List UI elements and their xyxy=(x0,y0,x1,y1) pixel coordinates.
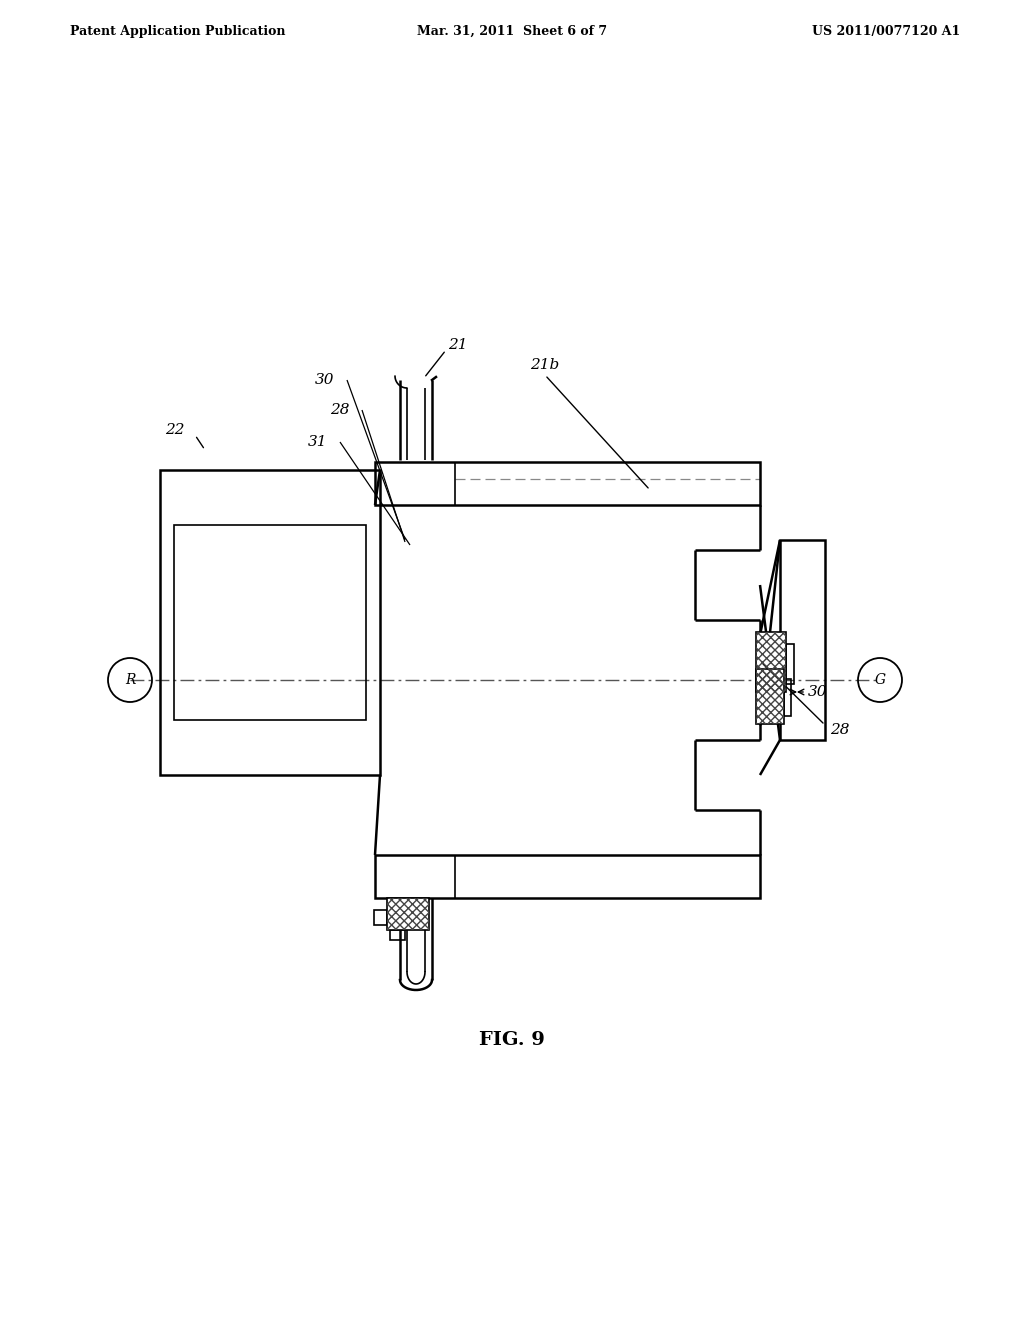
Bar xyxy=(756,669,784,723)
Bar xyxy=(374,909,387,925)
Bar xyxy=(174,525,366,719)
Bar xyxy=(160,470,380,775)
Text: Mar. 31, 2011  Sheet 6 of 7: Mar. 31, 2011 Sheet 6 of 7 xyxy=(417,25,607,38)
Bar xyxy=(756,669,784,723)
Text: 31: 31 xyxy=(308,436,328,449)
Text: 21: 21 xyxy=(449,338,468,352)
Bar xyxy=(387,898,429,931)
Bar xyxy=(786,644,794,684)
Bar xyxy=(780,540,825,741)
Text: Patent Application Publication: Patent Application Publication xyxy=(70,25,286,38)
Bar xyxy=(387,898,429,931)
Bar xyxy=(784,678,791,715)
Bar xyxy=(756,632,786,692)
Bar xyxy=(390,931,406,940)
Text: 28: 28 xyxy=(830,723,850,737)
Bar xyxy=(375,855,760,898)
Text: 28: 28 xyxy=(330,403,349,417)
Text: US 2011/0077120 A1: US 2011/0077120 A1 xyxy=(812,25,961,38)
Text: 30: 30 xyxy=(808,685,827,700)
Text: 30: 30 xyxy=(315,374,335,387)
Text: G: G xyxy=(874,673,886,686)
Text: FIG. 9: FIG. 9 xyxy=(479,1031,545,1049)
Text: 22: 22 xyxy=(165,422,184,437)
Text: 21b: 21b xyxy=(530,358,559,372)
Bar xyxy=(375,462,760,506)
Text: R: R xyxy=(125,673,135,686)
Bar xyxy=(756,632,786,692)
